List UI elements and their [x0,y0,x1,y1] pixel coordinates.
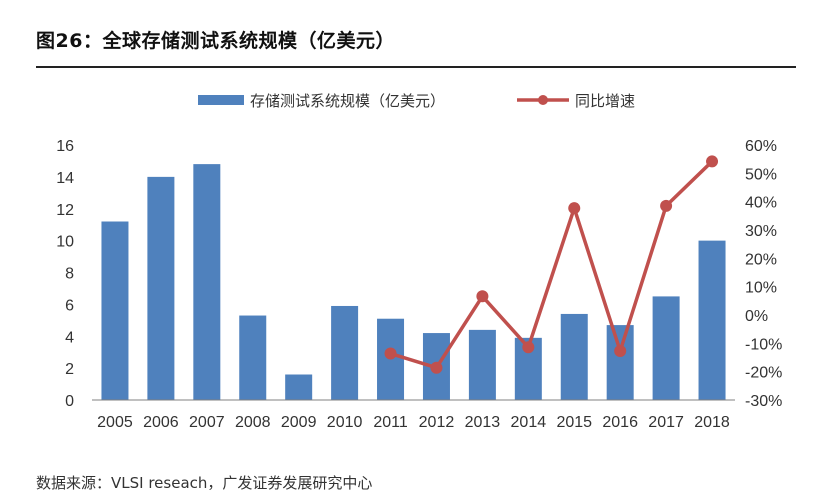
legend-label-line: 同比增速 [575,93,635,110]
left-tick-label: 8 [65,266,74,283]
bar [193,164,221,400]
x-tick-label: 2005 [97,414,133,431]
growth-point [660,199,673,212]
bar [331,305,359,400]
x-tick-label: 2009 [281,414,317,431]
bar [239,315,267,400]
left-tick-label: 0 [65,393,74,410]
growth-point [430,361,443,374]
growth-point [384,347,397,360]
bar [560,313,588,400]
title-divider [36,66,796,68]
bar [101,221,129,400]
x-tick-label: 2014 [511,414,547,431]
figure-title: 图26：全球存储测试系统规模（亿美元） [36,30,395,52]
growth-point [568,202,581,215]
right-tick-label: 10% [745,280,777,297]
legend: 存储测试系统规模（亿美元） 同比增速 [198,93,635,110]
x-axis: 2005 2006 2007 2008 2009 2010 2011 2012 2013 2014… [97,414,730,431]
x-tick-label: 2010 [327,414,363,431]
right-tick-label: 30% [745,223,777,240]
bar [698,240,726,400]
right-tick-label: -30% [745,393,782,410]
growth-point [522,341,535,354]
left-tick-label: 4 [65,329,74,346]
right-tick-label: 60% [745,138,777,155]
x-tick-label: 2008 [235,414,271,431]
right-tick-label: 40% [745,195,777,212]
bar [285,374,313,400]
x-tick-label: 2012 [419,414,455,431]
right-tick-label: 50% [745,166,777,183]
right-tick-label: -10% [745,336,782,353]
right-tick-label: 0% [745,308,768,325]
left-axis: 0 2 4 6 8 10 12 14 16 [56,138,74,410]
legend-swatch-marker [538,95,548,105]
x-tick-label: 2006 [143,414,179,431]
left-tick-label: 12 [56,202,74,219]
bar [652,296,680,400]
bar-series [101,164,726,400]
left-tick-label: 2 [65,361,74,378]
growth-point [476,290,489,303]
right-tick-label: -20% [745,365,782,382]
x-tick-label: 2011 [373,414,408,431]
right-axis: -30% -20% -10% 0% 10% 20% 30% 40% 50% 60% [745,138,782,410]
growth-line [390,160,714,370]
bar [606,325,634,400]
growth-point [614,344,627,357]
legend-swatch-bar [198,95,244,105]
legend-label-bar: 存储测试系统规模（亿美元） [250,93,445,110]
x-tick-label: 2016 [602,414,638,431]
left-tick-label: 16 [56,138,74,155]
x-tick-label: 2018 [694,414,730,431]
bar [147,176,175,400]
x-tick-label: 2013 [465,414,501,431]
source-note: 数据来源：VLSI reseach，广发证券发展研究中心 [36,474,373,492]
line-series [384,155,719,374]
left-tick-label: 14 [56,170,74,187]
growth-point [706,155,719,168]
bar [468,329,496,400]
left-tick-label: 6 [65,297,74,314]
x-tick-label: 2017 [648,414,684,431]
x-tick-label: 2015 [556,414,592,431]
x-tick-label: 2007 [189,414,225,431]
right-tick-label: 20% [745,251,777,268]
left-tick-label: 10 [56,234,74,251]
